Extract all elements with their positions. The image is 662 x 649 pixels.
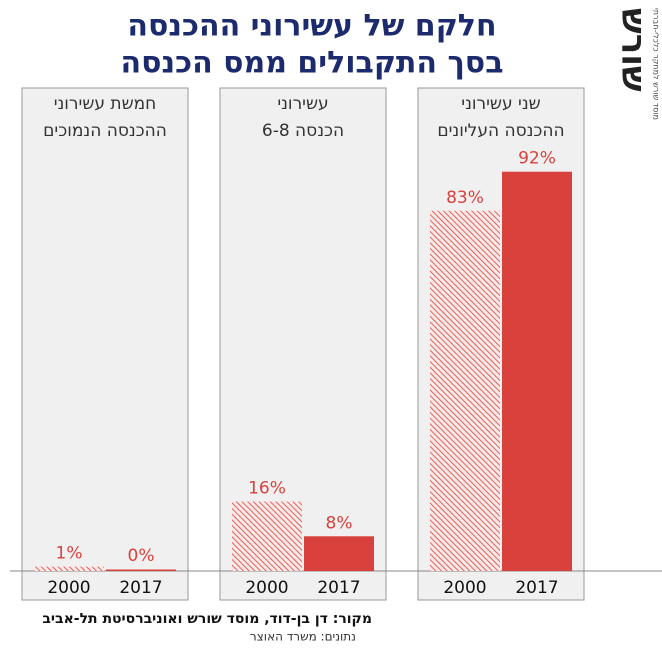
- value-label: 92%: [518, 149, 556, 169]
- x-tick-label: 2017: [119, 578, 162, 598]
- source-note: נתונים: משרד האוצר: [250, 630, 356, 644]
- panel-title: ההכנסה העליונים: [437, 121, 564, 141]
- panel: [21, 87, 189, 601]
- chart-title: בסך התקבולים ממס הכנסה: [120, 46, 503, 81]
- x-tick-label: 2000: [47, 578, 90, 598]
- chart-title: חלקם של עשירוני ההכנסה: [127, 9, 496, 44]
- bar-base: [106, 569, 176, 571]
- panel-title: עשירוני: [277, 94, 328, 114]
- value-label: 1%: [56, 544, 83, 564]
- value-label: 8%: [326, 513, 353, 533]
- bar: [502, 171, 572, 571]
- value-label: 0%: [128, 546, 155, 566]
- value-label: 16%: [248, 479, 286, 499]
- x-tick-label: 2000: [245, 578, 288, 598]
- panel-title: חמשת עשירוני: [54, 94, 157, 114]
- bar: [232, 501, 302, 571]
- x-tick-label: 2000: [443, 578, 486, 598]
- bar: [34, 566, 104, 571]
- x-tick-label: 2017: [317, 578, 360, 598]
- x-tick-label: 2017: [515, 578, 558, 598]
- logo: שורש: [614, 8, 654, 92]
- bar: [430, 210, 500, 571]
- logo-tagline: מוסד שורש למחקר כלכלי-חברתי: [652, 8, 661, 120]
- panel-title: הכנסה 6-8: [262, 121, 344, 141]
- panel-title: שני עשירוני: [461, 94, 540, 114]
- panel-title: ההכנסה הנמוכים: [43, 121, 167, 141]
- value-label: 83%: [446, 188, 484, 208]
- bar: [304, 536, 374, 571]
- source: מקור: דן בן-דוד, מוסד שורש ואוניברסיטת ת…: [42, 611, 372, 627]
